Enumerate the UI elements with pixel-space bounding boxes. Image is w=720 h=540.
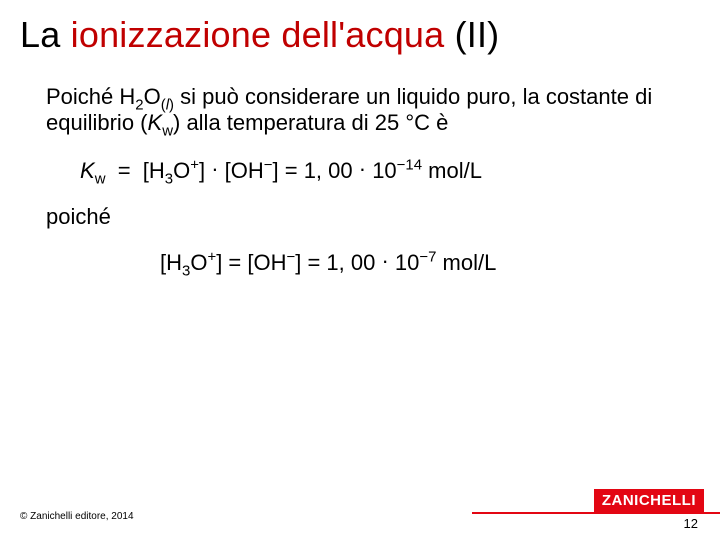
title-suffix: (II) bbox=[444, 14, 499, 55]
slide-title: La ionizzazione dell'acqua (II) bbox=[20, 14, 700, 56]
paragraph-1: Poiché H2O(l) si può considerare un liqu… bbox=[46, 84, 680, 136]
equation-kw: Kw = [H3O+] · [OH−] = 1, 00 · 10−14 mol/… bbox=[80, 158, 680, 184]
brand-badge: ZANICHELLI bbox=[594, 489, 704, 512]
slide-footer: © Zanichelli editore, 2014 ZANICHELLI 12 bbox=[0, 500, 720, 540]
title-prefix: La bbox=[20, 14, 71, 55]
slide-container: La ionizzazione dell'acqua (II) Poiché H… bbox=[0, 0, 720, 540]
paragraph-2: poiché bbox=[46, 204, 680, 230]
page-number: 12 bbox=[684, 516, 698, 531]
equation-concentrations: [H3O+] = [OH−] = 1, 00 · 10−7 mol/L bbox=[160, 250, 680, 276]
copyright-text: © Zanichelli editore, 2014 bbox=[20, 511, 134, 522]
brand-underline bbox=[472, 512, 720, 514]
title-highlight: ionizzazione dell'acqua bbox=[71, 14, 445, 55]
